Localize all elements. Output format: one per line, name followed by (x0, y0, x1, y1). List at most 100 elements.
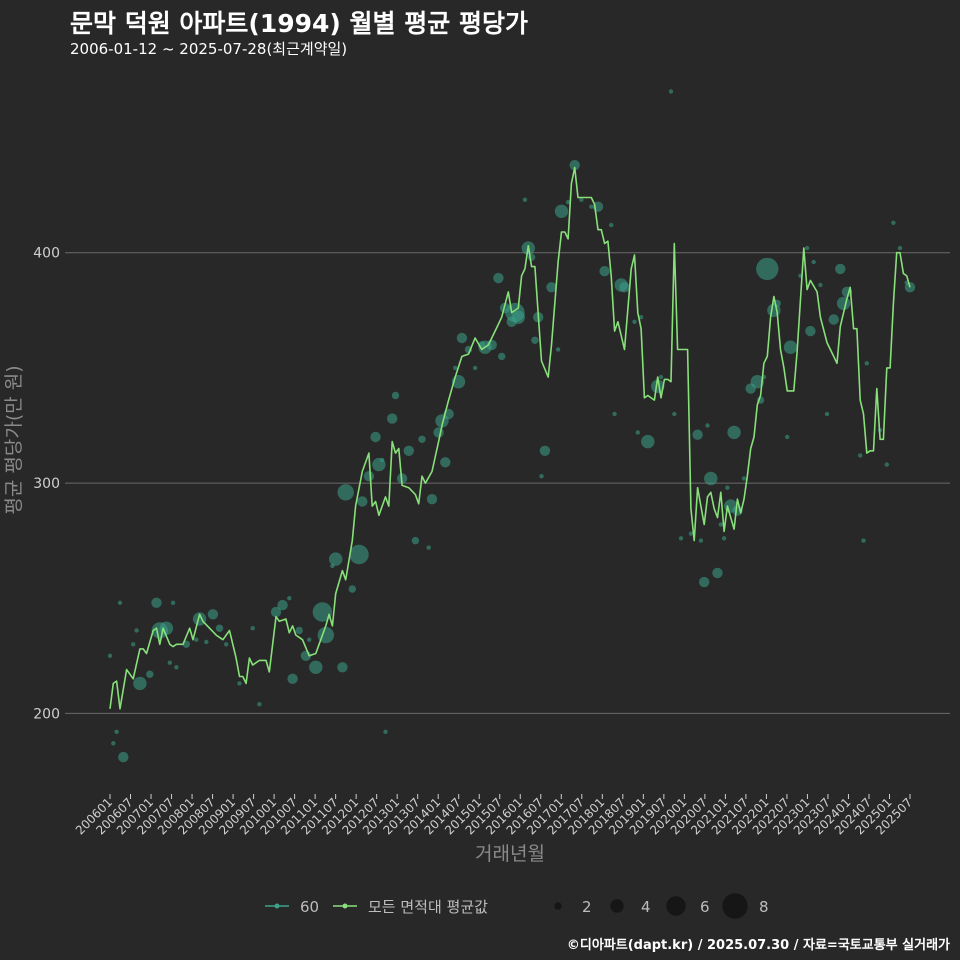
data-point (237, 681, 242, 686)
data-point (635, 430, 640, 435)
data-point (811, 259, 816, 265)
y-axis-ticks: 200 300 400 (33, 246, 60, 723)
data-point (456, 332, 468, 344)
data-point (151, 597, 162, 608)
x-axis-ticks: 2006012006072007012007072008012008072009… (73, 794, 915, 838)
data-point (756, 257, 779, 281)
data-point (257, 702, 262, 707)
data-point (380, 457, 385, 463)
data-point (741, 476, 747, 481)
data-point (387, 413, 398, 424)
y-tick-label: 200 (33, 706, 60, 722)
data-point (312, 602, 333, 622)
data-point (418, 435, 426, 443)
data-point (828, 314, 839, 325)
data-point (357, 496, 368, 507)
data-point (783, 340, 798, 354)
data-point (824, 411, 830, 417)
size-legend-dot (666, 896, 686, 916)
data-point (349, 544, 369, 565)
size-legend-label: 4 (641, 898, 651, 916)
data-point (453, 365, 458, 371)
data-point (204, 639, 209, 645)
data-point (858, 453, 863, 458)
data-point (818, 282, 823, 288)
data-point (804, 245, 810, 251)
data-point (426, 545, 431, 550)
data-point (531, 336, 539, 344)
legend-points-swatch-dot (274, 903, 280, 909)
data-point (287, 596, 292, 601)
legend-line-swatch-dot (342, 903, 348, 909)
data-point (277, 599, 288, 611)
data-point (224, 642, 229, 647)
chart-subtitle: 2006-01-12 ~ 2025-07-28(최근계약일) (70, 40, 348, 58)
size-legend-label: 8 (759, 898, 769, 916)
data-point (411, 536, 420, 545)
data-point (403, 445, 414, 456)
data-point (718, 522, 723, 527)
data-point (370, 431, 381, 443)
data-point (107, 653, 113, 658)
data-point (215, 624, 224, 632)
data-point (472, 365, 478, 371)
data-point (391, 391, 400, 400)
data-point (699, 576, 710, 588)
data-point (579, 197, 584, 202)
data-point (864, 361, 869, 366)
data-point (348, 585, 356, 593)
data-point (565, 199, 571, 205)
data-point (632, 319, 637, 324)
data-point (704, 471, 718, 486)
data-point (721, 536, 727, 541)
data-point (337, 662, 348, 673)
size-legend: 2 4 6 8 (554, 893, 769, 919)
data-point (861, 538, 866, 543)
data-point (522, 197, 528, 202)
data-point (539, 445, 551, 456)
chart-title: 문막 덕원 아파트(1994) 월별 평균 평당가 (70, 9, 528, 38)
data-point (612, 411, 617, 417)
data-point (207, 609, 219, 620)
data-point (287, 673, 298, 684)
data-point (835, 263, 846, 275)
size-legend-dot (554, 902, 562, 910)
data-point (692, 429, 703, 440)
y-tick-label: 300 (33, 476, 60, 492)
data-point (170, 600, 176, 605)
scatter-points (107, 89, 916, 763)
legend: 60 모든 면적대 평균값 2 4 6 8 (265, 893, 769, 919)
data-point (337, 484, 354, 501)
data-point (705, 423, 710, 428)
data-point (641, 434, 655, 449)
data-point (599, 266, 610, 277)
data-point (539, 474, 544, 479)
data-point (678, 536, 684, 541)
data-point (329, 552, 343, 566)
data-point (167, 660, 172, 665)
data-point (114, 729, 119, 734)
size-legend-dot (722, 893, 748, 919)
data-point (688, 531, 694, 536)
data-point (712, 567, 723, 579)
x-axis-title: 거래년월 (475, 843, 545, 865)
data-point (589, 204, 594, 209)
data-point (805, 325, 816, 337)
data-point (133, 676, 147, 691)
data-point (651, 379, 665, 393)
data-point (785, 434, 790, 440)
data-point (118, 751, 129, 763)
data-point (569, 160, 580, 171)
data-point (725, 485, 730, 490)
data-point (897, 245, 903, 251)
data-point (555, 347, 561, 352)
legend-line-label: 모든 면적대 평균값 (368, 898, 488, 916)
data-point (498, 352, 506, 361)
data-point (619, 282, 630, 293)
data-point (493, 272, 504, 284)
data-point (363, 471, 375, 482)
size-legend-dot (610, 899, 624, 913)
data-point (727, 425, 741, 440)
data-point (295, 626, 303, 635)
